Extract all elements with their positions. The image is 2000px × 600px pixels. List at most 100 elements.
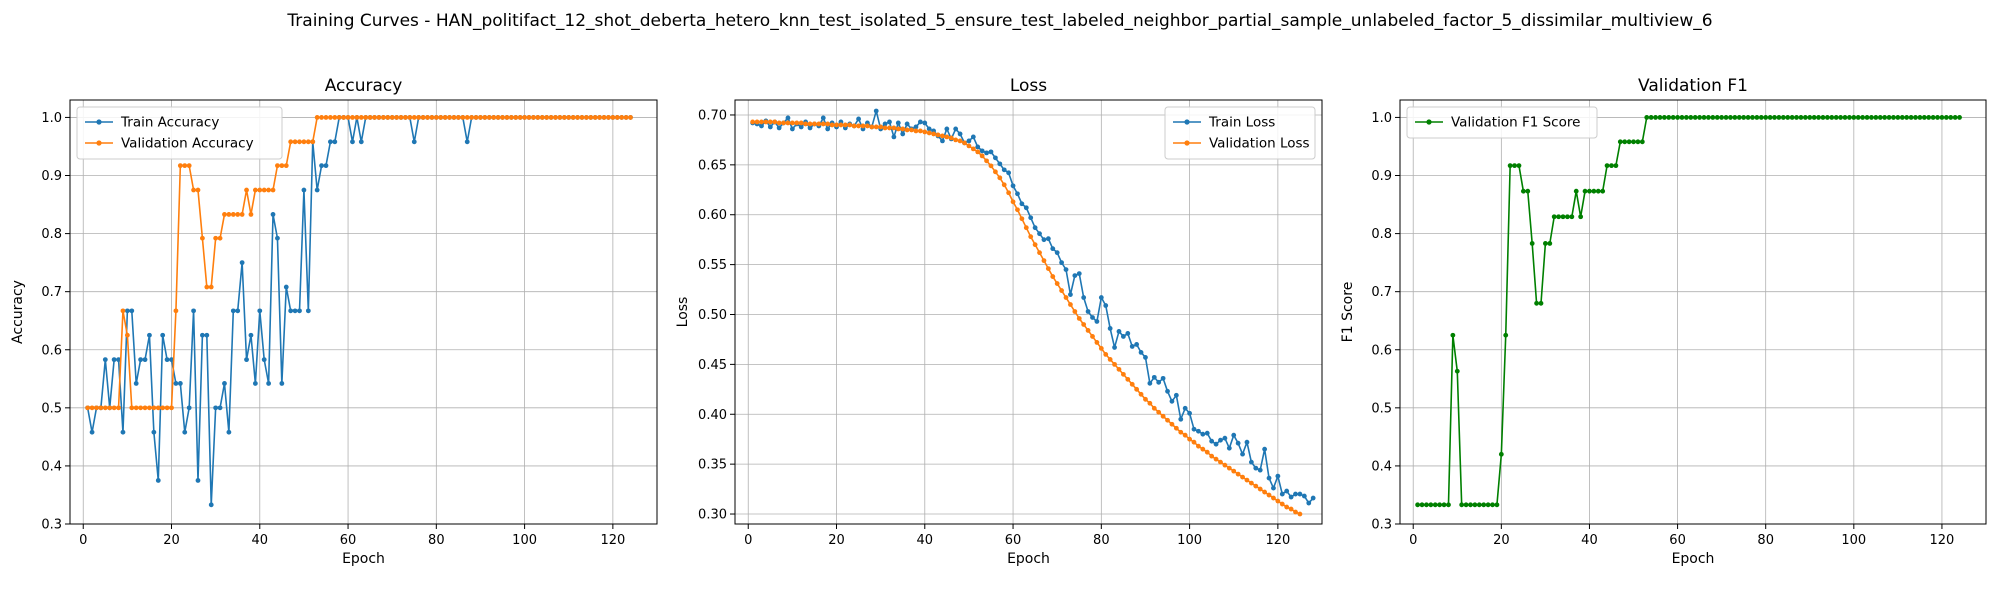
data-point bbox=[1750, 115, 1755, 120]
data-point bbox=[345, 115, 351, 120]
data-point bbox=[1112, 345, 1117, 350]
y-tick-label: 0.8 bbox=[1371, 227, 1392, 242]
y-tick-label: 0.5 bbox=[1371, 401, 1392, 416]
data-point bbox=[1019, 201, 1025, 207]
data-point bbox=[970, 134, 976, 140]
data-point bbox=[1551, 214, 1557, 220]
data-point bbox=[279, 163, 285, 169]
data-point bbox=[1253, 465, 1259, 471]
data-point bbox=[94, 405, 99, 411]
data-point bbox=[606, 115, 611, 120]
data-point bbox=[239, 212, 245, 217]
data-point bbox=[860, 123, 866, 129]
data-point bbox=[292, 139, 298, 145]
data-point bbox=[776, 125, 782, 131]
data-point bbox=[160, 405, 166, 411]
data-point bbox=[1661, 115, 1667, 120]
data-point bbox=[314, 187, 320, 193]
data-point bbox=[266, 187, 272, 193]
data-point bbox=[222, 381, 227, 386]
data-point bbox=[935, 132, 941, 138]
x-tick-label: 0 bbox=[79, 533, 87, 548]
data-point bbox=[138, 405, 144, 411]
data-point bbox=[1428, 502, 1434, 508]
data-point bbox=[1891, 115, 1896, 120]
data-point bbox=[1019, 216, 1025, 222]
x-tick-label: 120 bbox=[1265, 533, 1290, 548]
data-point bbox=[1107, 356, 1113, 362]
data-point bbox=[1151, 405, 1157, 411]
data-point bbox=[1908, 115, 1914, 120]
data-point bbox=[1789, 115, 1795, 120]
data-point bbox=[873, 124, 879, 130]
data-point bbox=[1200, 431, 1206, 437]
data-point bbox=[1851, 115, 1857, 120]
data-point bbox=[155, 405, 161, 411]
data-point bbox=[275, 163, 280, 169]
data-point bbox=[433, 115, 439, 120]
y-tick-label: 0.6 bbox=[1371, 343, 1392, 358]
x-tick-label: 100 bbox=[512, 533, 537, 548]
data-point bbox=[1816, 115, 1821, 120]
data-point bbox=[1829, 115, 1835, 120]
data-point bbox=[517, 115, 523, 120]
data-point bbox=[332, 139, 338, 145]
data-point bbox=[1573, 188, 1579, 194]
data-point bbox=[1723, 115, 1729, 120]
data-point bbox=[1001, 182, 1007, 188]
data-point bbox=[966, 143, 972, 149]
data-point bbox=[310, 139, 316, 145]
data-point bbox=[200, 332, 205, 338]
data-point bbox=[1604, 163, 1610, 169]
data-point bbox=[230, 212, 236, 217]
data-point bbox=[1516, 163, 1522, 169]
legend-marker bbox=[1184, 140, 1190, 146]
data-point bbox=[1001, 167, 1007, 173]
data-point bbox=[1780, 115, 1786, 120]
y-tick-label: 1.0 bbox=[41, 111, 62, 126]
data-point bbox=[204, 284, 210, 290]
data-point bbox=[1006, 190, 1012, 196]
data-point bbox=[111, 405, 117, 411]
y-tick-label: 0.9 bbox=[1371, 169, 1392, 184]
data-point bbox=[297, 139, 302, 145]
data-point bbox=[1266, 475, 1272, 481]
data-point bbox=[1204, 449, 1210, 455]
data-point bbox=[1068, 292, 1073, 297]
data-point bbox=[904, 121, 910, 127]
data-point bbox=[984, 150, 989, 156]
data-point bbox=[500, 115, 505, 120]
y-tick-label: 0.35 bbox=[698, 458, 727, 473]
data-point bbox=[561, 115, 567, 120]
data-point bbox=[257, 308, 263, 314]
data-point bbox=[1833, 115, 1839, 120]
x-tick-label: 60 bbox=[1669, 533, 1686, 548]
y-axis-label: Loss bbox=[675, 297, 691, 328]
data-point bbox=[1754, 115, 1760, 120]
data-point bbox=[1129, 381, 1135, 387]
data-point bbox=[120, 429, 126, 435]
data-point bbox=[1957, 115, 1962, 120]
data-point bbox=[1476, 502, 1482, 508]
data-point bbox=[323, 115, 329, 120]
data-point bbox=[257, 187, 263, 193]
data-point bbox=[1094, 319, 1100, 324]
data-point bbox=[957, 138, 963, 144]
legend-marker bbox=[1426, 119, 1432, 125]
data-point bbox=[887, 119, 892, 125]
data-point bbox=[772, 119, 778, 125]
data-point bbox=[944, 126, 950, 132]
data-point bbox=[1284, 488, 1290, 494]
data-point bbox=[1045, 266, 1051, 271]
data-point bbox=[319, 163, 324, 169]
grid bbox=[735, 100, 1322, 524]
y-tick-label: 0.40 bbox=[698, 408, 727, 423]
data-point bbox=[1943, 115, 1949, 120]
data-point bbox=[288, 308, 294, 314]
data-point bbox=[473, 115, 479, 120]
data-point bbox=[328, 139, 333, 145]
data-point bbox=[1041, 258, 1047, 264]
data-point bbox=[1622, 139, 1628, 145]
data-point bbox=[1231, 468, 1237, 474]
data-point bbox=[1134, 342, 1140, 347]
